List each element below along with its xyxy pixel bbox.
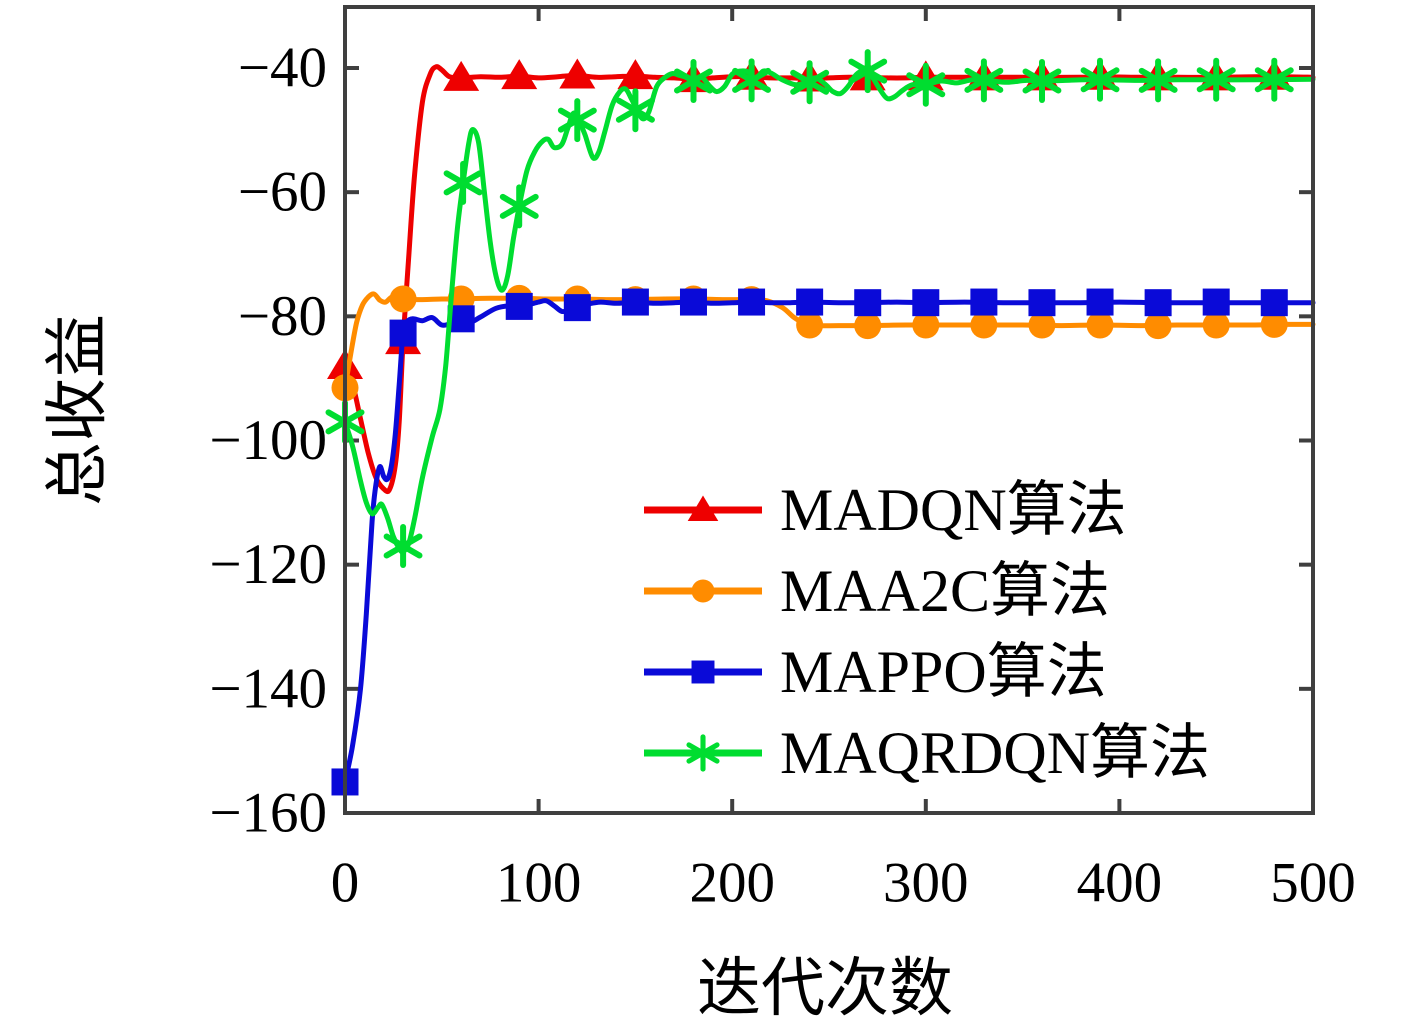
asterisk-marker	[1196, 57, 1236, 102]
legend-label-maa2c: MAA2C算法	[780, 557, 1111, 624]
circle-marker	[691, 579, 715, 602]
series-line-maqrdqn	[342, 68, 1316, 555]
legend-swatch-mappo	[642, 647, 764, 697]
square-marker	[1028, 289, 1056, 317]
triangle-marker	[687, 495, 719, 521]
legend-swatch-maqrdqn	[642, 728, 764, 778]
square-marker	[563, 294, 591, 322]
square-marker	[1260, 289, 1288, 317]
asterisk-marker	[686, 733, 720, 772]
circle-marker	[796, 311, 824, 339]
circle-marker	[1144, 312, 1172, 340]
legend: MADQN算法 MAA2C算法 MAPPO算法 MAQRDQN算法	[642, 469, 1210, 793]
triangle-marker	[559, 58, 596, 89]
asterisk-marker	[790, 60, 830, 105]
y-tick-label: −160	[209, 782, 327, 845]
asterisk-marker	[1254, 57, 1294, 102]
asterisk-marker	[499, 184, 539, 229]
legend-entry-madqn: MADQN算法	[642, 469, 1210, 550]
legend-swatch-canvas	[644, 579, 762, 602]
asterisk-marker	[732, 58, 771, 103]
asterisk-marker	[1022, 59, 1062, 103]
legend-entry-maa2c: MAA2C算法	[642, 550, 1210, 631]
y-tick-label: −80	[238, 285, 327, 348]
circle-marker	[1028, 311, 1056, 339]
circle-marker	[1260, 310, 1288, 338]
triangle-marker	[443, 60, 480, 91]
square-marker	[738, 288, 766, 316]
y-tick-label: −60	[238, 161, 327, 224]
triangle-marker	[617, 59, 654, 90]
asterisk-marker	[906, 62, 946, 107]
square-marker	[1144, 289, 1172, 317]
square-marker	[1086, 288, 1114, 316]
asterisk-marker	[1138, 58, 1178, 103]
circle-marker	[389, 285, 417, 313]
circle-marker	[912, 311, 940, 339]
square-marker	[621, 288, 649, 316]
y-tick-label: −100	[209, 409, 327, 472]
square-marker	[912, 289, 940, 317]
asterisk-marker	[443, 160, 483, 205]
x-tick-label: 400	[1077, 852, 1163, 915]
legend-swatch-madqn	[642, 485, 764, 535]
legend-swatch-canvas	[644, 660, 762, 683]
x-tick-label: 300	[883, 852, 969, 915]
legend-swatch-canvas	[644, 733, 762, 772]
square-marker	[970, 288, 998, 316]
asterisk-marker	[1080, 57, 1120, 102]
y-axis-label: 总收益	[42, 314, 113, 506]
asterisk-marker	[964, 58, 1004, 103]
legend-swatch-canvas	[644, 495, 762, 521]
legend-swatch-maa2c	[642, 566, 764, 616]
circle-marker	[1086, 311, 1114, 339]
x-tick-label: 100	[496, 852, 582, 915]
square-marker	[505, 292, 533, 320]
series-line-madqn	[342, 64, 1316, 495]
triangle-marker	[501, 59, 538, 90]
x-tick-label: 500	[1270, 852, 1356, 915]
circle-marker	[854, 312, 882, 340]
legend-label-mappo: MAPPO算法	[780, 638, 1107, 705]
plot-frame	[343, 5, 1315, 815]
legend-label-madqn: MADQN算法	[780, 476, 1127, 543]
square-marker	[389, 319, 417, 347]
square-marker	[854, 289, 882, 317]
square-marker	[691, 660, 715, 683]
circle-marker	[970, 311, 998, 339]
asterisk-marker	[615, 88, 655, 133]
legend-entry-mappo: MAPPO算法	[642, 631, 1210, 712]
y-tick-label: −40	[238, 37, 327, 100]
asterisk-marker	[557, 98, 597, 143]
circle-marker	[1202, 311, 1230, 339]
square-marker	[796, 288, 824, 316]
asterisk-marker	[674, 59, 713, 103]
x-tick-label: 200	[689, 852, 775, 915]
legend-label-maqrdqn: MAQRDQN算法	[780, 719, 1211, 786]
x-axis-label: 迭代次数	[697, 953, 953, 1023]
square-marker	[679, 288, 707, 316]
y-tick-label: −140	[209, 657, 327, 720]
y-tick-label: −120	[209, 533, 327, 596]
asterisk-marker	[848, 49, 888, 94]
square-marker	[1202, 288, 1230, 316]
asterisk-marker	[383, 524, 423, 568]
x-tick-label: 0	[331, 852, 360, 915]
legend-entry-maqrdqn: MAQRDQN算法	[642, 712, 1210, 793]
